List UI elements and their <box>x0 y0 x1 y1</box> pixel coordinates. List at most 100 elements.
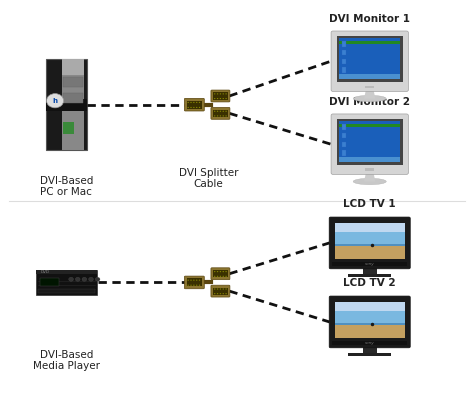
Circle shape <box>217 288 218 290</box>
Circle shape <box>223 288 224 290</box>
Bar <box>339 38 400 79</box>
Bar <box>341 50 346 55</box>
FancyBboxPatch shape <box>211 268 230 280</box>
FancyBboxPatch shape <box>184 276 204 289</box>
Bar <box>63 59 84 150</box>
Bar <box>213 288 228 295</box>
Circle shape <box>217 293 218 294</box>
Circle shape <box>196 280 197 281</box>
Text: h: h <box>53 98 57 104</box>
Circle shape <box>226 288 227 290</box>
Circle shape <box>190 284 191 286</box>
Bar <box>337 36 402 82</box>
Bar <box>335 223 405 232</box>
Circle shape <box>214 98 215 99</box>
Circle shape <box>214 288 215 290</box>
Circle shape <box>226 276 227 277</box>
Bar <box>40 278 59 286</box>
Bar <box>335 244 405 246</box>
Bar <box>363 268 377 275</box>
Bar <box>63 122 74 134</box>
Circle shape <box>219 276 221 277</box>
Bar <box>339 157 400 162</box>
Circle shape <box>193 280 195 281</box>
Circle shape <box>223 276 224 277</box>
Text: LCD TV 1: LCD TV 1 <box>343 199 396 209</box>
Circle shape <box>187 107 189 108</box>
Bar <box>38 289 95 293</box>
Circle shape <box>214 293 215 294</box>
Circle shape <box>226 293 227 294</box>
Bar <box>335 323 405 325</box>
Bar <box>365 86 374 88</box>
Circle shape <box>223 293 224 294</box>
Circle shape <box>219 115 221 117</box>
Circle shape <box>75 277 80 281</box>
Bar <box>332 262 407 267</box>
FancyBboxPatch shape <box>329 217 410 269</box>
Text: sony: sony <box>365 262 374 267</box>
Bar <box>335 245 405 259</box>
Bar <box>213 92 228 100</box>
Bar <box>335 302 405 311</box>
Text: DVI-Based
Media Player: DVI-Based Media Player <box>33 350 100 371</box>
Circle shape <box>214 111 215 112</box>
Circle shape <box>199 102 201 103</box>
Circle shape <box>214 271 215 272</box>
Bar <box>213 110 228 117</box>
Bar <box>341 67 346 73</box>
Circle shape <box>223 271 224 272</box>
Circle shape <box>196 284 197 286</box>
Circle shape <box>196 102 197 103</box>
Circle shape <box>226 111 227 112</box>
Bar <box>337 118 402 165</box>
Bar <box>339 124 400 127</box>
Text: DVI Monitor 1: DVI Monitor 1 <box>329 14 410 24</box>
Bar <box>187 278 202 286</box>
FancyBboxPatch shape <box>211 107 230 119</box>
Bar <box>63 77 83 87</box>
Circle shape <box>217 111 218 112</box>
Text: sony: sony <box>365 341 374 346</box>
Circle shape <box>219 271 221 272</box>
Bar <box>63 93 83 103</box>
Circle shape <box>82 277 87 281</box>
Bar <box>365 168 374 171</box>
Bar <box>46 99 86 111</box>
Bar <box>341 150 346 156</box>
Circle shape <box>199 284 201 286</box>
Bar <box>348 353 391 356</box>
Bar <box>335 324 405 338</box>
Bar <box>363 347 377 354</box>
Circle shape <box>223 93 224 94</box>
Ellipse shape <box>353 95 386 102</box>
Circle shape <box>46 94 64 108</box>
Bar <box>339 74 400 79</box>
Text: DVI Splitter
Cable: DVI Splitter Cable <box>179 168 238 190</box>
Circle shape <box>226 93 227 94</box>
Circle shape <box>219 293 221 294</box>
Circle shape <box>217 93 218 94</box>
FancyBboxPatch shape <box>184 98 204 111</box>
Text: LCD TV 2: LCD TV 2 <box>343 278 396 288</box>
Text: DVI-Based
PC or Mac: DVI-Based PC or Mac <box>40 176 93 198</box>
Bar <box>341 41 346 47</box>
Circle shape <box>223 98 224 99</box>
Circle shape <box>217 271 218 272</box>
Polygon shape <box>364 173 375 182</box>
Bar <box>213 270 228 277</box>
Circle shape <box>199 280 201 281</box>
Circle shape <box>219 98 221 99</box>
Circle shape <box>199 107 201 108</box>
Circle shape <box>187 102 189 103</box>
Ellipse shape <box>353 179 386 185</box>
Circle shape <box>219 288 221 290</box>
Bar <box>339 41 400 44</box>
Circle shape <box>187 284 189 286</box>
Circle shape <box>214 276 215 277</box>
Circle shape <box>95 277 100 281</box>
Circle shape <box>193 284 195 286</box>
Circle shape <box>190 102 191 103</box>
Bar <box>339 121 400 162</box>
Circle shape <box>187 280 189 281</box>
